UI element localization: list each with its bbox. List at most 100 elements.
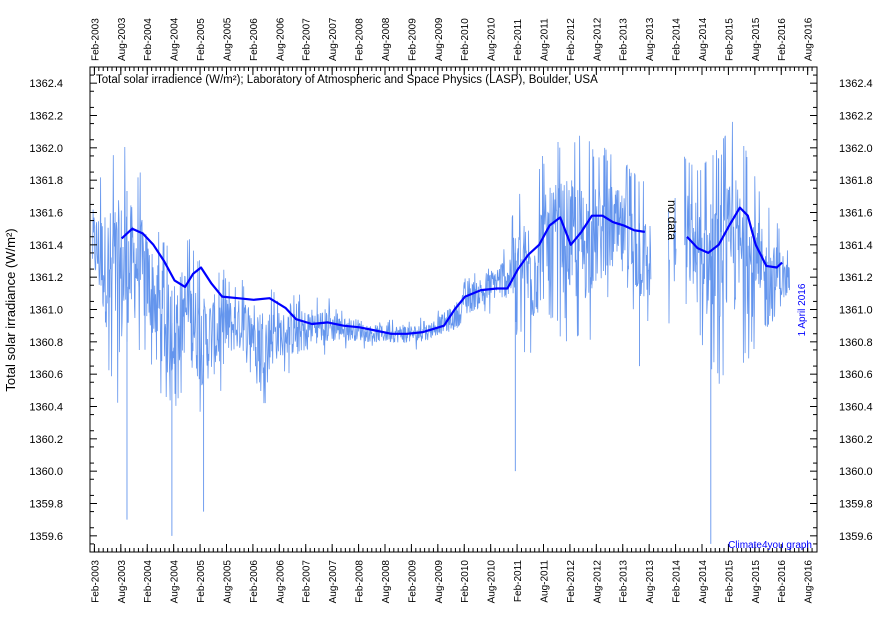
y-tick-label: 1362.4 [839, 78, 873, 90]
y-tick-label: 1359.8 [29, 499, 63, 511]
y-tick-label: 1360.4 [29, 402, 63, 414]
y-tick-label: 1360.6 [29, 369, 63, 381]
chart-title: Total solar irradience (W/m²); Laborator… [96, 74, 598, 86]
bottom-x-axis: Feb-2003 Aug-2003 Feb-2004 Aug-2004 Feb-2005… [89, 544, 815, 604]
daily-values-layer [92, 121, 790, 544]
y-axis-title: Total solar irradiance (W/m²) [3, 228, 18, 391]
x-tick-label: Feb-2003 [90, 18, 101, 61]
x-tick-label: Feb-2005 [196, 560, 207, 603]
x-tick-label: Feb-2003 [90, 560, 101, 603]
x-tick-label: Feb-2009 [407, 18, 418, 61]
y-tick-label: 1360.4 [839, 402, 873, 414]
x-tick-label: Feb-2013 [619, 18, 630, 61]
x-tick-label: Feb-2014 [672, 560, 683, 603]
x-tick-label: Feb-2007 [302, 560, 313, 603]
top-x-axis: Feb-2003 Aug-2003 Feb-2004 Aug-2004 Feb-2005… [89, 17, 815, 75]
x-tick-label: Aug-2007 [328, 17, 339, 61]
x-tick-label: Aug-2016 [804, 17, 815, 61]
x-tick-label: Aug-2012 [592, 560, 603, 604]
x-tick-label: Aug-2010 [487, 17, 498, 61]
y-tick-label: 1362.4 [29, 78, 63, 90]
x-tick-label: Aug-2012 [592, 17, 603, 61]
y-tick-label: 1360.6 [839, 369, 873, 381]
y-tick-label: 1361.0 [839, 305, 873, 317]
credit-label: Climate4you graph [728, 540, 812, 551]
x-tick-label: Feb-2016 [777, 18, 788, 61]
x-tick-label: Feb-2011 [513, 560, 524, 603]
x-tick-label: Aug-2004 [170, 17, 181, 61]
x-tick-label: Aug-2014 [698, 17, 709, 61]
y-tick-label: 1361.4 [839, 240, 873, 252]
y-tick-label: 1361.2 [29, 272, 63, 284]
x-tick-label: Aug-2010 [487, 560, 498, 604]
right-y-axis: 1359.6 1359.8 1360.0 1360.2 1360.4 1360.6 1360… [810, 74, 873, 545]
smoothed-curve-layer [120, 206, 783, 335]
y-tick-label: 1359.6 [839, 531, 873, 543]
left-y-axis: 1359.6 1359.8 1360.0 1360.2 1360.4 1360.6 1360… [29, 74, 97, 545]
no-data-annotation: no data [665, 200, 679, 240]
x-tick-label: Aug-2006 [275, 560, 286, 604]
x-tick-label: Feb-2007 [302, 18, 313, 61]
smoothed-series-line [686, 206, 783, 269]
x-tick-label: Feb-2015 [724, 18, 735, 61]
x-tick-label: Aug-2016 [804, 560, 815, 604]
x-tick-label: Aug-2011 [539, 18, 550, 61]
y-tick-label: 1359.8 [839, 499, 873, 511]
x-tick-label: Feb-2008 [355, 18, 366, 61]
y-tick-label: 1361.2 [839, 272, 873, 284]
x-tick-label: Aug-2003 [117, 560, 128, 604]
x-tick-label: Aug-2003 [117, 17, 128, 61]
x-tick-label: Feb-2010 [460, 18, 471, 61]
y-tick-label: 1362.0 [29, 143, 63, 155]
y-tick-label: 1362.0 [839, 143, 873, 155]
x-tick-label: Aug-2014 [698, 560, 709, 604]
y-tick-label: 1360.0 [839, 466, 873, 478]
y-tick-label: 1361.8 [839, 175, 873, 187]
y-tick-label: 1360.2 [839, 434, 873, 446]
y-tick-label: 1362.2 [29, 111, 63, 123]
x-tick-label: Aug-2007 [328, 560, 339, 604]
y-tick-label: 1361.6 [29, 208, 63, 220]
x-tick-label: Aug-2008 [381, 17, 392, 61]
x-tick-label: Aug-2006 [275, 17, 286, 61]
x-tick-label: Aug-2009 [434, 560, 445, 604]
x-tick-label: Feb-2014 [672, 18, 683, 61]
y-tick-label: 1361.0 [29, 305, 63, 317]
x-tick-label: Aug-2015 [751, 560, 762, 604]
y-tick-label: 1360.8 [839, 337, 873, 349]
x-tick-label: Feb-2009 [407, 560, 418, 603]
x-tick-label: Aug-2011 [539, 560, 550, 603]
daily-values-line [92, 121, 790, 412]
x-tick-label: Feb-2006 [249, 560, 260, 603]
x-tick-label: Feb-2015 [724, 560, 735, 603]
x-tick-label: Aug-2004 [170, 560, 181, 604]
x-tick-label: Feb-2004 [143, 18, 154, 61]
x-tick-label: Feb-2010 [460, 560, 471, 603]
y-tick-label: 1361.8 [29, 175, 63, 187]
x-tick-label: Feb-2011 [513, 18, 524, 61]
date-annotation: 1 April 2016 [797, 283, 808, 336]
x-tick-label: Aug-2013 [645, 560, 656, 604]
x-tick-label: Feb-2013 [619, 560, 630, 603]
x-tick-label: Feb-2004 [143, 560, 154, 603]
x-tick-label: Aug-2013 [645, 17, 656, 61]
x-tick-label: Aug-2015 [751, 17, 762, 61]
y-tick-label: 1361.4 [29, 240, 63, 252]
x-tick-label: Feb-2005 [196, 18, 207, 61]
y-tick-label: 1360.2 [29, 434, 63, 446]
y-tick-label: 1359.6 [29, 531, 63, 543]
x-tick-label: Aug-2005 [222, 17, 233, 61]
y-tick-label: 1360.0 [29, 466, 63, 478]
x-tick-label: Feb-2006 [249, 18, 260, 61]
x-tick-label: Feb-2008 [355, 560, 366, 603]
x-tick-label: Feb-2016 [777, 560, 788, 603]
x-tick-label: Aug-2008 [381, 560, 392, 604]
x-tick-label: Aug-2005 [222, 560, 233, 604]
y-tick-label: 1360.8 [29, 337, 63, 349]
y-tick-label: 1361.6 [839, 208, 873, 220]
x-tick-label: Feb-2012 [566, 18, 577, 61]
x-tick-label: Feb-2012 [566, 560, 577, 603]
y-tick-label: 1362.2 [839, 111, 873, 123]
x-tick-label: Aug-2009 [434, 17, 445, 61]
